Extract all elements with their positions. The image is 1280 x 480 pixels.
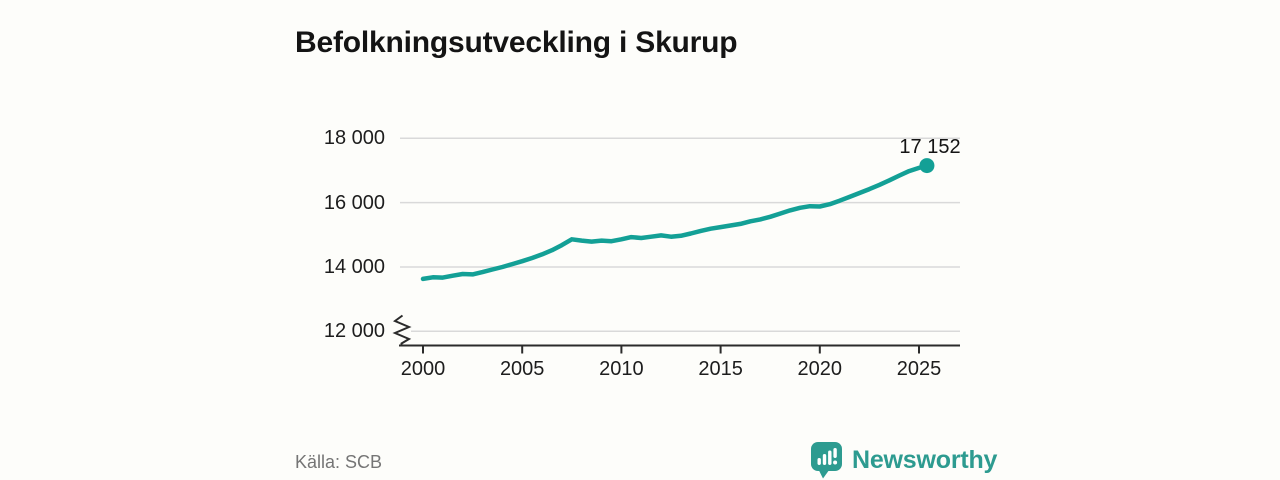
x-axis-tick-label: 2005: [499, 358, 545, 380]
end-point-marker: [919, 158, 935, 174]
axis-break-icon: [392, 314, 412, 346]
x-axis-tick-label: 2000: [400, 358, 446, 380]
y-axis-tick-label: 12 000: [323, 320, 385, 343]
x-axis-tick-label: 2015: [698, 358, 743, 380]
end-value-label: 17 152: [899, 136, 961, 158]
x-axis-tick-label: 2020: [797, 358, 843, 380]
x-axis-tick-label: 2025: [896, 358, 942, 380]
x-axis-tick-label: 2010: [599, 358, 644, 380]
newsworthy-brand-label: Newsworthy: [852, 445, 998, 474]
y-axis-tick-label: 16 000: [323, 191, 385, 214]
source-label: Källa: SCB: [295, 452, 383, 472]
population-line: [420, 163, 930, 282]
page-title: Befolkningsutveckling i Skurup: [295, 26, 738, 60]
y-axis-tick-label: 18 000: [323, 127, 385, 150]
y-axis-tick-label: 14 000: [323, 255, 385, 278]
newsworthy-logo: Newsworthy: [810, 440, 997, 480]
newsworthy-logo-icon: [811, 442, 842, 479]
